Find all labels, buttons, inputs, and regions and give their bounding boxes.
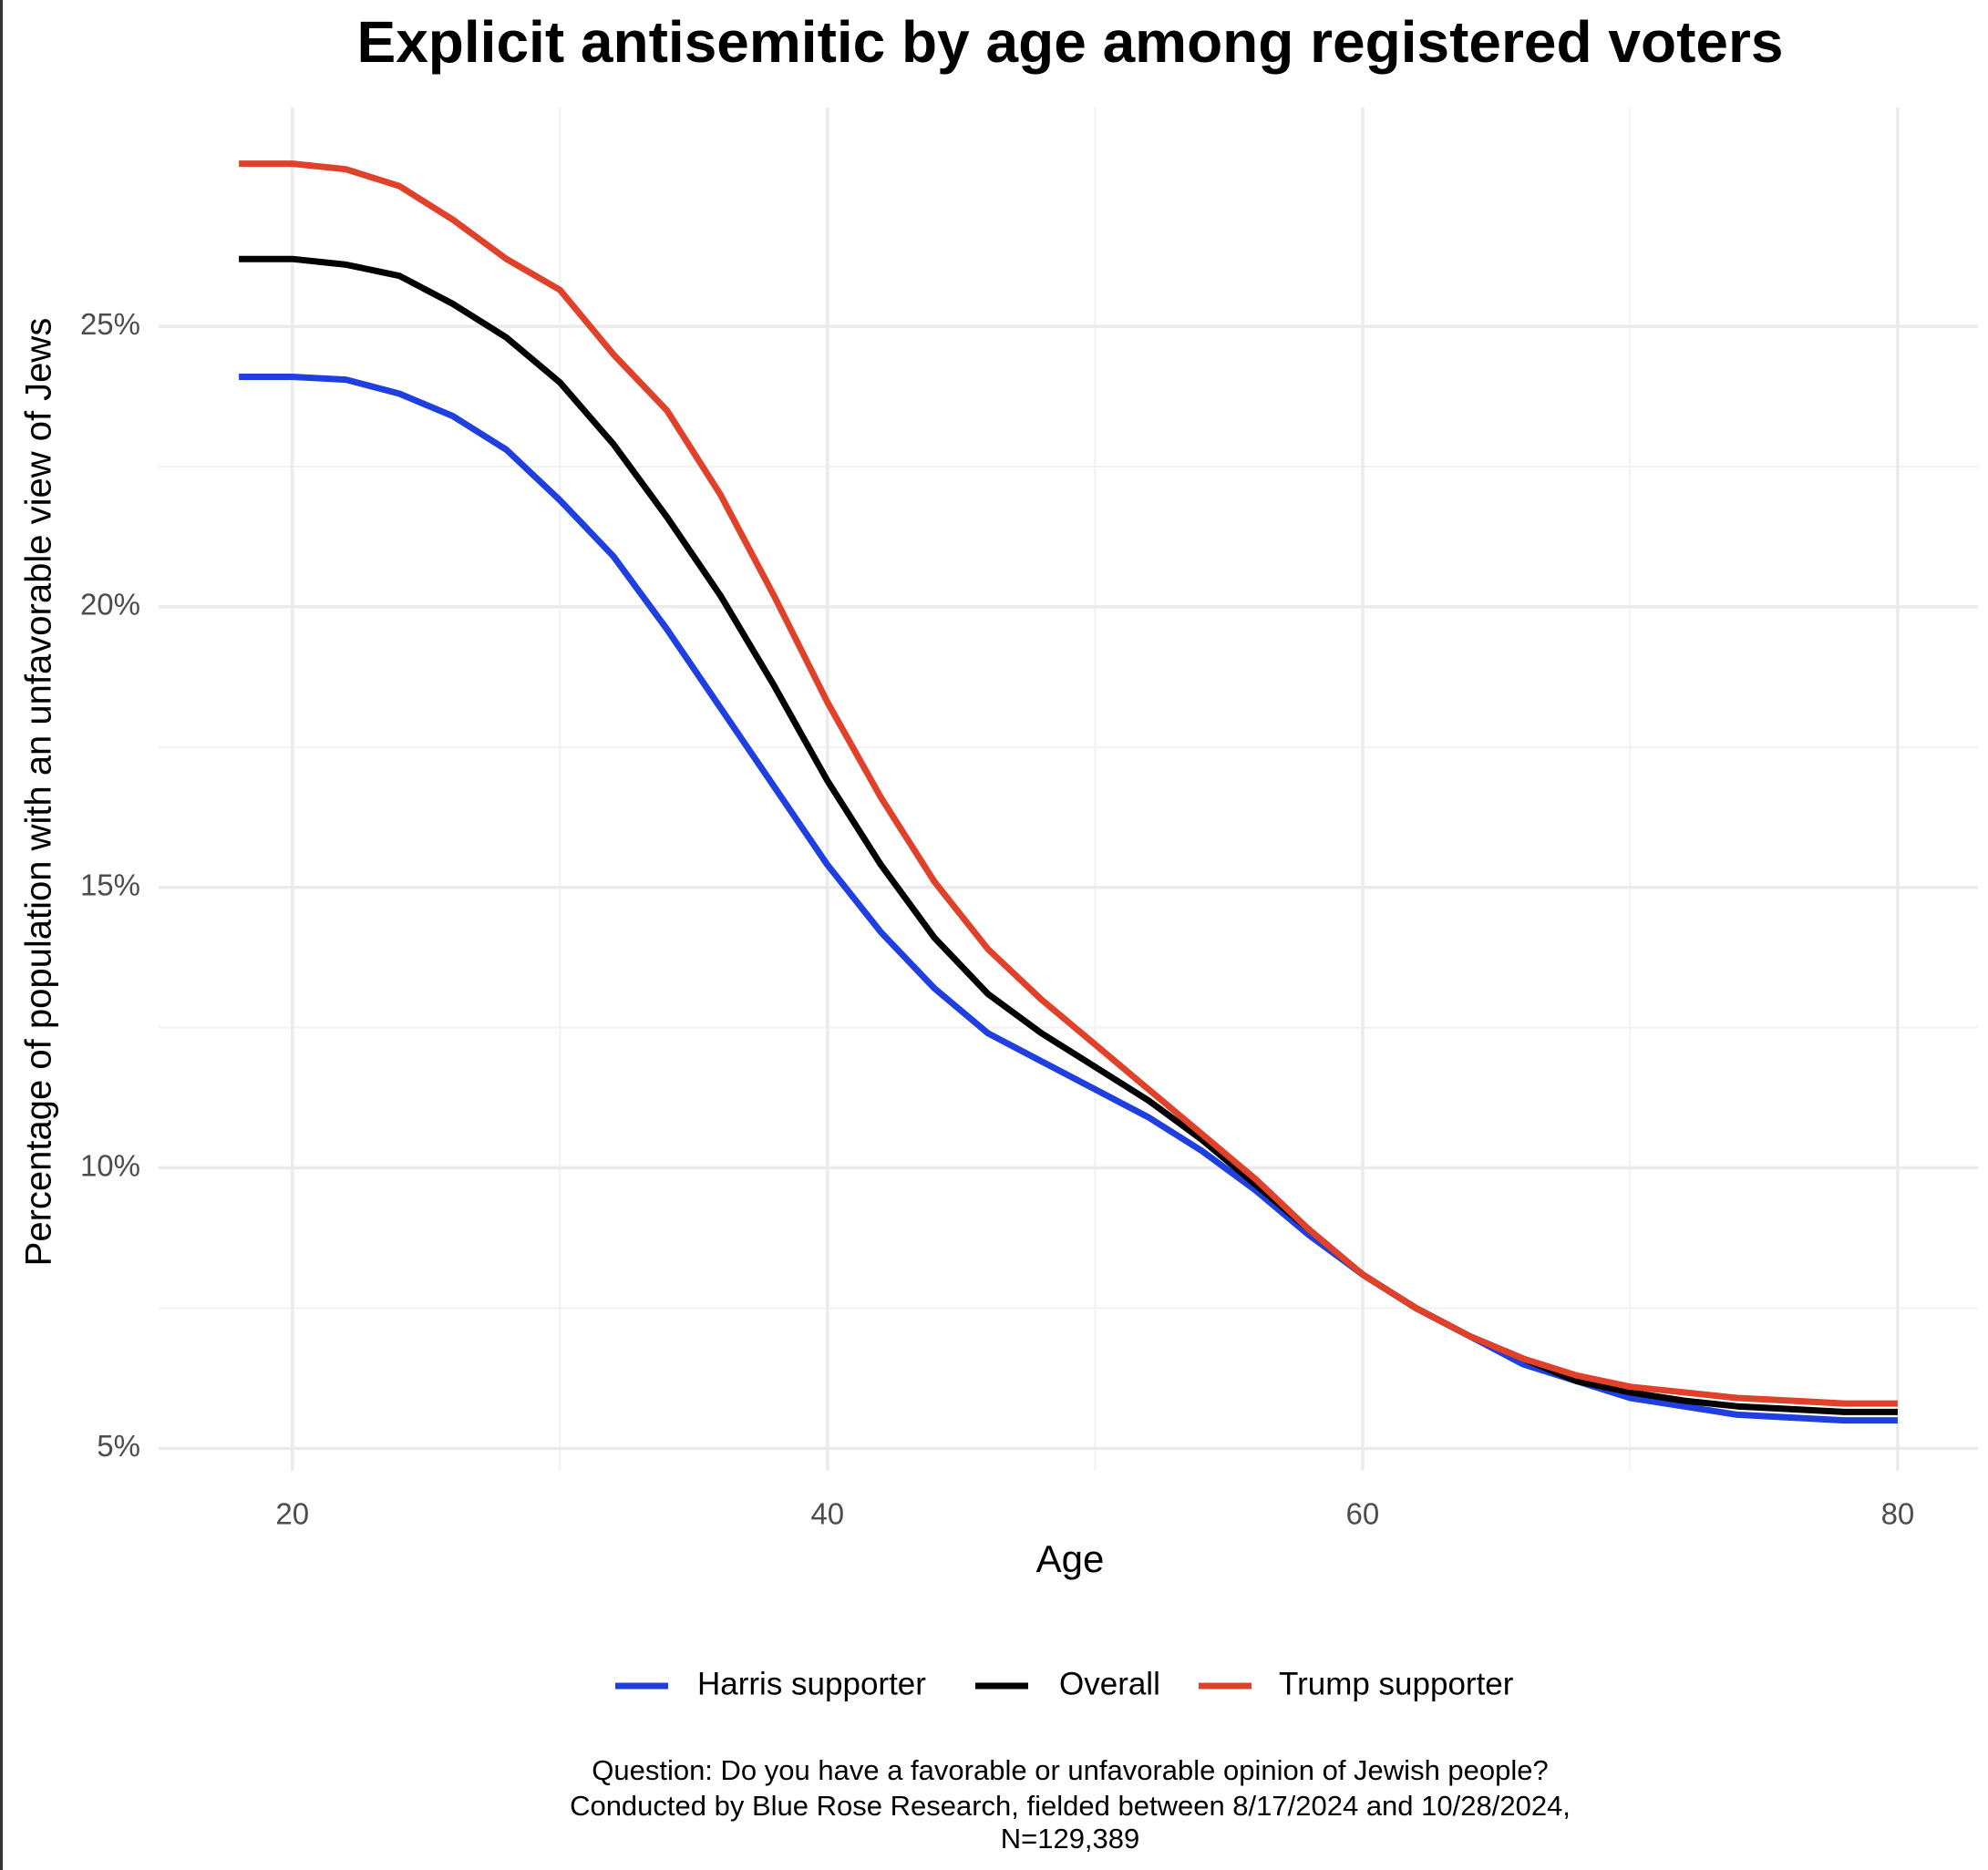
legend-label: Trump supporter <box>1279 1666 1514 1701</box>
line-series <box>239 255 1898 1415</box>
caption: N=129,389 <box>1001 1823 1140 1855</box>
x-tick-label: 80 <box>1881 1497 1915 1531</box>
x-tick-label: 20 <box>275 1497 309 1531</box>
y-tick-label: 5% <box>97 1429 140 1463</box>
legend-label: Overall <box>1059 1666 1160 1701</box>
y-tick-label: 20% <box>80 588 140 622</box>
x-tick-label: 40 <box>810 1497 844 1531</box>
y-axis-title: Percentage of population with an unfavor… <box>19 318 59 1267</box>
line-series <box>239 160 1898 1407</box>
left-border <box>0 0 3 1870</box>
y-tick-label: 15% <box>80 868 140 901</box>
x-tick-label: 60 <box>1346 1497 1380 1531</box>
legend-label: Harris supporter <box>697 1666 926 1701</box>
caption: Question: Do you have a favorable or unf… <box>592 1754 1549 1786</box>
line-series <box>239 374 1898 1424</box>
y-tick-label: 10% <box>80 1148 140 1182</box>
caption: Conducted by Blue Rose Research, fielded… <box>570 1790 1571 1822</box>
y-tick-label: 25% <box>80 307 140 341</box>
chart-title: Explicit antisemitic by age among regist… <box>357 9 1784 75</box>
x-axis-title: Age <box>1036 1537 1105 1580</box>
